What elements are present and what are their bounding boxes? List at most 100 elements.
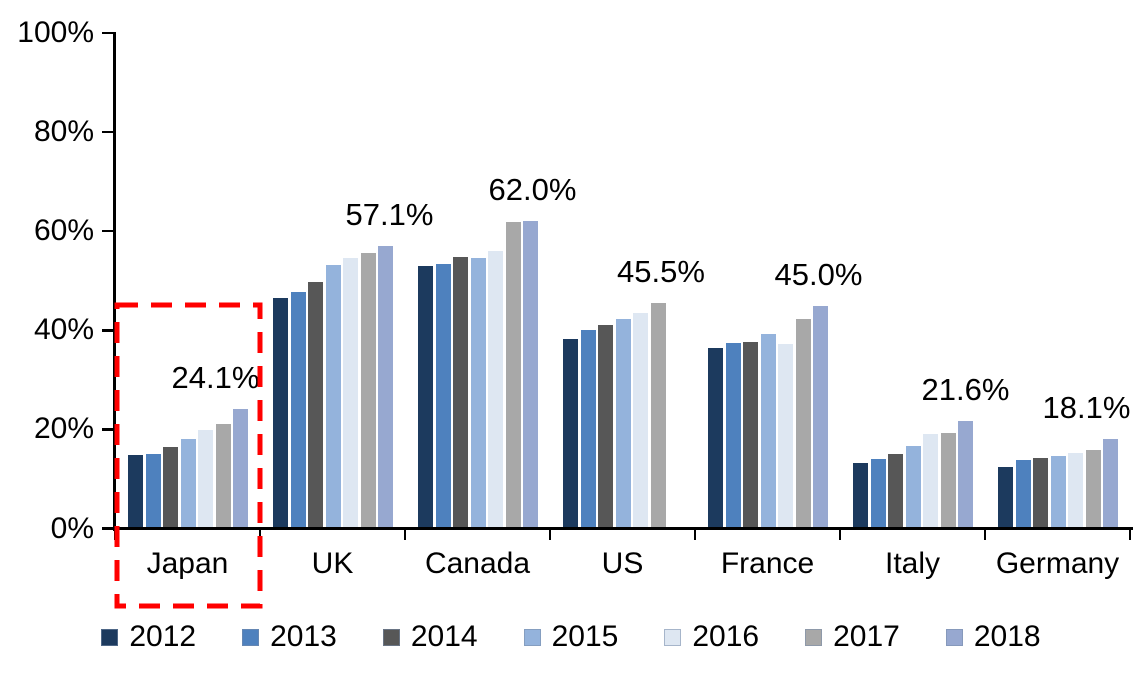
legend-swatch-2018 xyxy=(945,628,963,646)
legend-label-2017: 2017 xyxy=(833,620,900,653)
legend-swatch-2015 xyxy=(523,628,541,646)
bar-us-2014 xyxy=(598,325,613,529)
bar-germany-2017 xyxy=(1085,449,1101,529)
bar-canada-2016 xyxy=(488,251,503,529)
data-label-japan: 24.1% xyxy=(171,360,260,396)
bar-uk-2017 xyxy=(360,252,376,529)
legend-item-2014: 2014 xyxy=(382,620,478,653)
bar-germany-2015 xyxy=(1050,455,1066,529)
bar-italy-2012 xyxy=(853,462,868,529)
bar-france-2014 xyxy=(743,342,758,529)
legend-swatch-2017 xyxy=(805,628,823,646)
x-tick-7 xyxy=(1128,527,1132,540)
bar-italy-2016 xyxy=(923,434,938,529)
bar-italy-2018 xyxy=(958,421,973,529)
legend-swatch-2016 xyxy=(664,628,682,646)
y-tick-0 xyxy=(102,527,113,530)
bar-japan-2016 xyxy=(198,430,213,529)
y-tick-80 xyxy=(102,130,113,134)
legend-item-2015: 2015 xyxy=(523,620,619,653)
bar-italy-2014 xyxy=(888,453,903,529)
legend-label-2018: 2018 xyxy=(973,620,1041,653)
bar-uk-2018 xyxy=(378,245,393,529)
bar-canada-2012 xyxy=(418,265,433,529)
x-axis-label-germany: Germany xyxy=(995,547,1120,580)
bar-germany-2012 xyxy=(998,467,1013,529)
data-label-uk: 57.1% xyxy=(345,196,434,232)
chart-legend: 2012 2013 2014 2015 2016 2017 2018 xyxy=(0,622,1142,652)
x-tick-1 xyxy=(258,527,262,540)
x-tick-6 xyxy=(983,527,987,540)
legend-label-2014: 2014 xyxy=(410,620,478,653)
bar-uk-2012 xyxy=(273,298,288,529)
x-axis-line xyxy=(113,527,1133,530)
bar-us-2015 xyxy=(615,319,631,529)
bar-japan-2013 xyxy=(145,454,161,529)
bar-us-2013 xyxy=(580,330,596,529)
x-axis-label-uk: UK xyxy=(311,547,354,580)
legend-item-2013: 2013 xyxy=(242,622,337,652)
bar-uk-2014 xyxy=(308,281,323,529)
legend-item-2012: 2012 xyxy=(101,622,196,652)
bar-france-2012 xyxy=(708,347,723,529)
y-tick-60 xyxy=(102,229,113,233)
bar-canada-2017 xyxy=(505,222,521,529)
bar-canada-2013 xyxy=(435,263,451,529)
bar-france-2013 xyxy=(725,342,741,529)
x-tick-5 xyxy=(838,527,842,540)
x-axis-label-france: France xyxy=(720,547,815,580)
x-axis-label-japan: Japan xyxy=(146,547,229,580)
y-tick-label-0: 0% xyxy=(50,511,94,545)
data-label-canada: 62.0% xyxy=(488,172,577,208)
x-tick-3 xyxy=(548,527,552,540)
x-tick-0 xyxy=(113,527,117,540)
bar-germany-2018 xyxy=(1103,438,1118,529)
y-tick-100 xyxy=(102,31,113,35)
legend-label-2016: 2016 xyxy=(692,620,760,653)
bar-japan-2018 xyxy=(233,409,248,529)
y-tick-label-60: 60% xyxy=(33,214,94,248)
data-label-france: 45.0% xyxy=(774,256,863,292)
y-tick-label-20: 20% xyxy=(33,412,94,446)
data-label-italy: 21.6% xyxy=(921,372,1010,408)
bar-canada-2018 xyxy=(523,221,538,529)
y-tick-label-100: 100% xyxy=(17,16,94,49)
legend-swatch-2013 xyxy=(242,628,260,646)
bar-italy-2015 xyxy=(905,445,921,529)
legend-swatch-2014 xyxy=(382,628,400,646)
y-axis-line xyxy=(113,32,116,531)
y-tick-40 xyxy=(102,329,113,332)
legend-label-2015: 2015 xyxy=(551,620,619,653)
legend-label-2013: 2013 xyxy=(270,620,337,653)
bar-japan-2014 xyxy=(163,446,178,529)
bar-uk-2016 xyxy=(343,257,358,529)
x-axis-label-canada: Canada xyxy=(424,547,531,580)
legend-item-2016: 2016 xyxy=(664,622,759,652)
bar-canada-2014 xyxy=(453,256,468,529)
bar-germany-2013 xyxy=(1015,459,1031,529)
y-tick-20 xyxy=(102,428,113,431)
bar-japan-2012 xyxy=(128,455,143,529)
x-tick-4 xyxy=(693,527,697,540)
legend-swatch-2012 xyxy=(101,628,119,646)
bar-france-2017 xyxy=(795,318,811,529)
y-tick-label-40: 40% xyxy=(33,313,94,347)
bar-canada-2015 xyxy=(470,257,486,529)
legend-item-2017: 2017 xyxy=(805,622,900,652)
bar-us-2016 xyxy=(633,312,648,529)
bar-italy-2013 xyxy=(870,458,886,529)
data-label-germany: 18.1% xyxy=(1042,389,1131,425)
bar-france-2018 xyxy=(813,305,828,529)
y-tick-label-80: 80% xyxy=(33,115,94,149)
bar-germany-2014 xyxy=(1033,457,1048,529)
data-label-us: 45.5% xyxy=(617,254,705,290)
bar-uk-2015 xyxy=(325,264,341,529)
bar-us-2012 xyxy=(563,338,578,529)
bar-germany-2016 xyxy=(1068,452,1083,529)
legend-item-2018: 2018 xyxy=(945,620,1041,653)
bar-italy-2017 xyxy=(940,433,956,529)
bar-france-2016 xyxy=(778,344,793,529)
x-axis-label-us: US xyxy=(601,547,644,580)
